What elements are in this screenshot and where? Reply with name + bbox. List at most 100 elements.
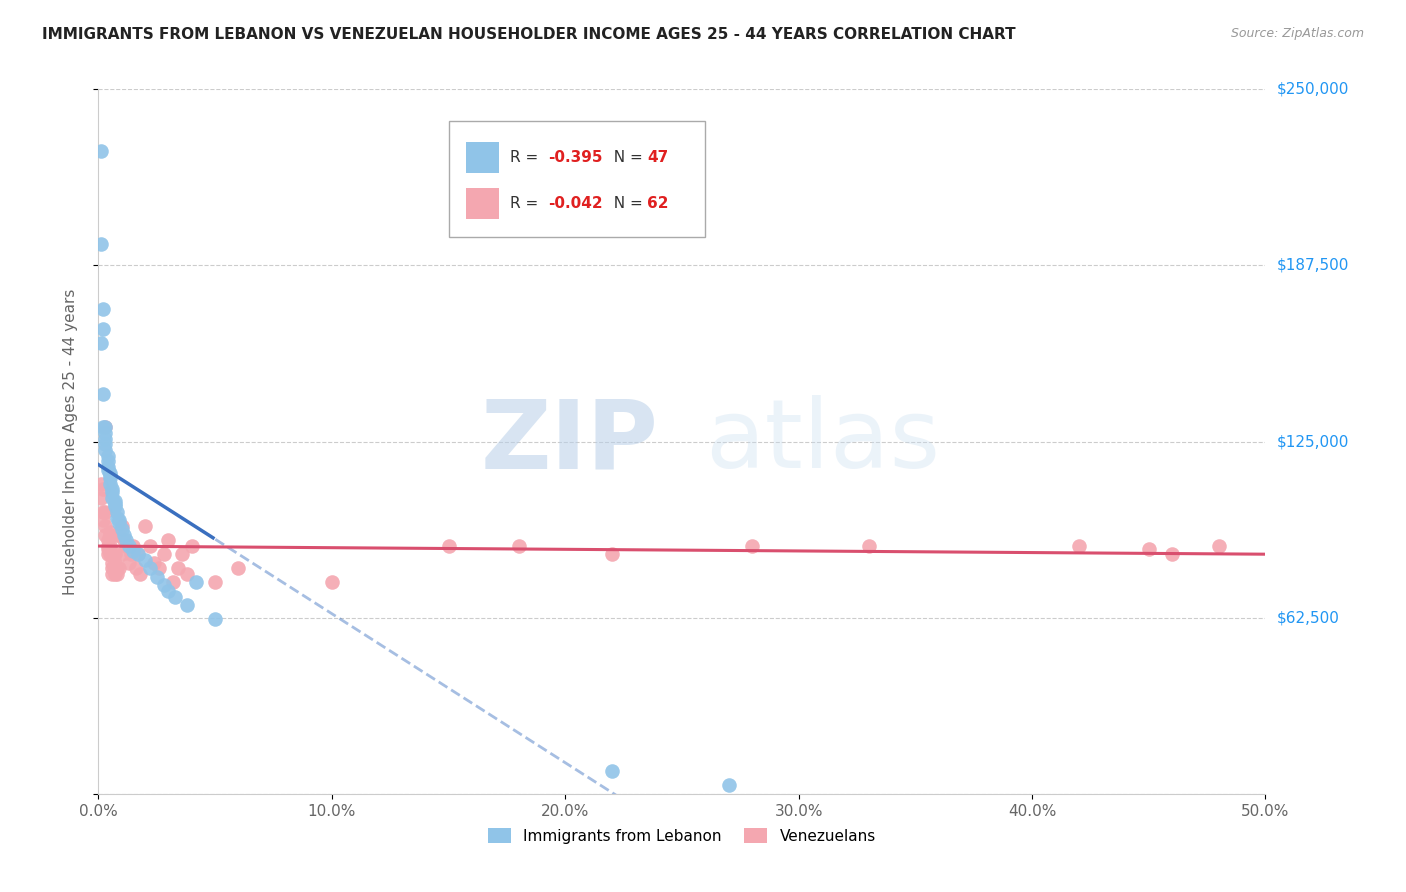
Text: $125,000: $125,000 xyxy=(1277,434,1348,449)
Text: N =: N = xyxy=(603,195,647,211)
Point xyxy=(94,432,117,446)
Point xyxy=(97,541,120,556)
Point xyxy=(104,497,127,511)
Point xyxy=(228,561,250,575)
Point xyxy=(152,547,174,561)
Point xyxy=(122,539,145,553)
Point xyxy=(176,567,198,582)
Point xyxy=(1161,547,1184,561)
Point xyxy=(105,567,128,582)
Point xyxy=(118,539,141,553)
Point xyxy=(157,533,180,548)
Point xyxy=(91,386,114,401)
Point xyxy=(98,524,121,539)
Point xyxy=(104,567,127,582)
Point xyxy=(90,237,112,252)
Point xyxy=(165,590,187,604)
Point xyxy=(717,779,740,793)
Point xyxy=(120,547,142,561)
Point xyxy=(94,420,117,434)
Point xyxy=(157,583,180,598)
Text: atlas: atlas xyxy=(706,395,941,488)
Point xyxy=(104,561,127,575)
Point xyxy=(134,519,156,533)
Point xyxy=(508,539,530,553)
Point xyxy=(97,449,120,463)
Point xyxy=(98,466,121,480)
Point xyxy=(98,547,121,561)
Point xyxy=(104,493,127,508)
Text: 62: 62 xyxy=(647,195,668,211)
FancyBboxPatch shape xyxy=(465,187,499,219)
Point xyxy=(97,454,120,468)
Point xyxy=(204,612,226,626)
Text: $250,000: $250,000 xyxy=(1277,82,1348,96)
Point xyxy=(91,513,114,527)
Point xyxy=(97,539,120,553)
Point xyxy=(94,442,117,457)
Point xyxy=(105,510,128,524)
Point xyxy=(111,547,134,561)
Point xyxy=(1137,541,1160,556)
Text: ZIP: ZIP xyxy=(481,395,658,488)
Point xyxy=(134,553,156,567)
Point xyxy=(101,556,124,570)
Point xyxy=(98,471,121,485)
Point xyxy=(186,575,208,590)
Point xyxy=(97,533,120,548)
Point xyxy=(98,527,121,541)
Point xyxy=(112,527,135,541)
Point xyxy=(437,539,460,553)
Point xyxy=(108,513,131,527)
Point xyxy=(108,527,131,541)
Point xyxy=(162,575,184,590)
Point xyxy=(600,547,623,561)
Point xyxy=(118,556,141,570)
Text: R =: R = xyxy=(510,195,544,211)
Point xyxy=(127,547,149,561)
Point xyxy=(104,500,127,514)
Text: Source: ZipAtlas.com: Source: ZipAtlas.com xyxy=(1230,27,1364,40)
Point xyxy=(90,491,112,505)
Point xyxy=(115,533,138,548)
Text: R =: R = xyxy=(510,150,544,165)
Point xyxy=(94,437,117,451)
Y-axis label: Householder Income Ages 25 - 44 years: Householder Income Ages 25 - 44 years xyxy=(63,288,77,595)
Text: 47: 47 xyxy=(647,150,668,165)
Point xyxy=(91,420,114,434)
Point xyxy=(1208,539,1230,553)
Point xyxy=(166,561,188,575)
Point xyxy=(152,578,174,592)
Point xyxy=(600,764,623,779)
Point xyxy=(105,527,128,541)
Text: IMMIGRANTS FROM LEBANON VS VENEZUELAN HOUSEHOLDER INCOME AGES 25 - 44 YEARS CORR: IMMIGRANTS FROM LEBANON VS VENEZUELAN HO… xyxy=(42,27,1015,42)
Point xyxy=(108,516,131,531)
Point xyxy=(172,547,194,561)
Point xyxy=(90,476,112,491)
Point xyxy=(115,539,138,553)
Point xyxy=(139,561,162,575)
Point xyxy=(139,539,162,553)
Point xyxy=(111,519,134,533)
Point xyxy=(127,547,149,561)
Text: $187,500: $187,500 xyxy=(1277,258,1348,273)
Point xyxy=(104,547,127,561)
Point xyxy=(105,505,128,519)
Point xyxy=(94,505,117,519)
Point xyxy=(98,468,121,483)
Point xyxy=(91,483,114,497)
Text: $62,500: $62,500 xyxy=(1277,610,1340,625)
Point xyxy=(98,539,121,553)
Point xyxy=(146,570,169,584)
Point xyxy=(129,567,152,582)
Point xyxy=(98,476,121,491)
Point xyxy=(94,420,117,434)
Point xyxy=(94,426,117,441)
Point xyxy=(112,533,135,548)
Point xyxy=(97,463,120,477)
Text: -0.042: -0.042 xyxy=(548,195,602,211)
FancyBboxPatch shape xyxy=(449,121,706,237)
Point xyxy=(101,485,124,500)
Point xyxy=(741,539,763,553)
Point xyxy=(104,556,127,570)
